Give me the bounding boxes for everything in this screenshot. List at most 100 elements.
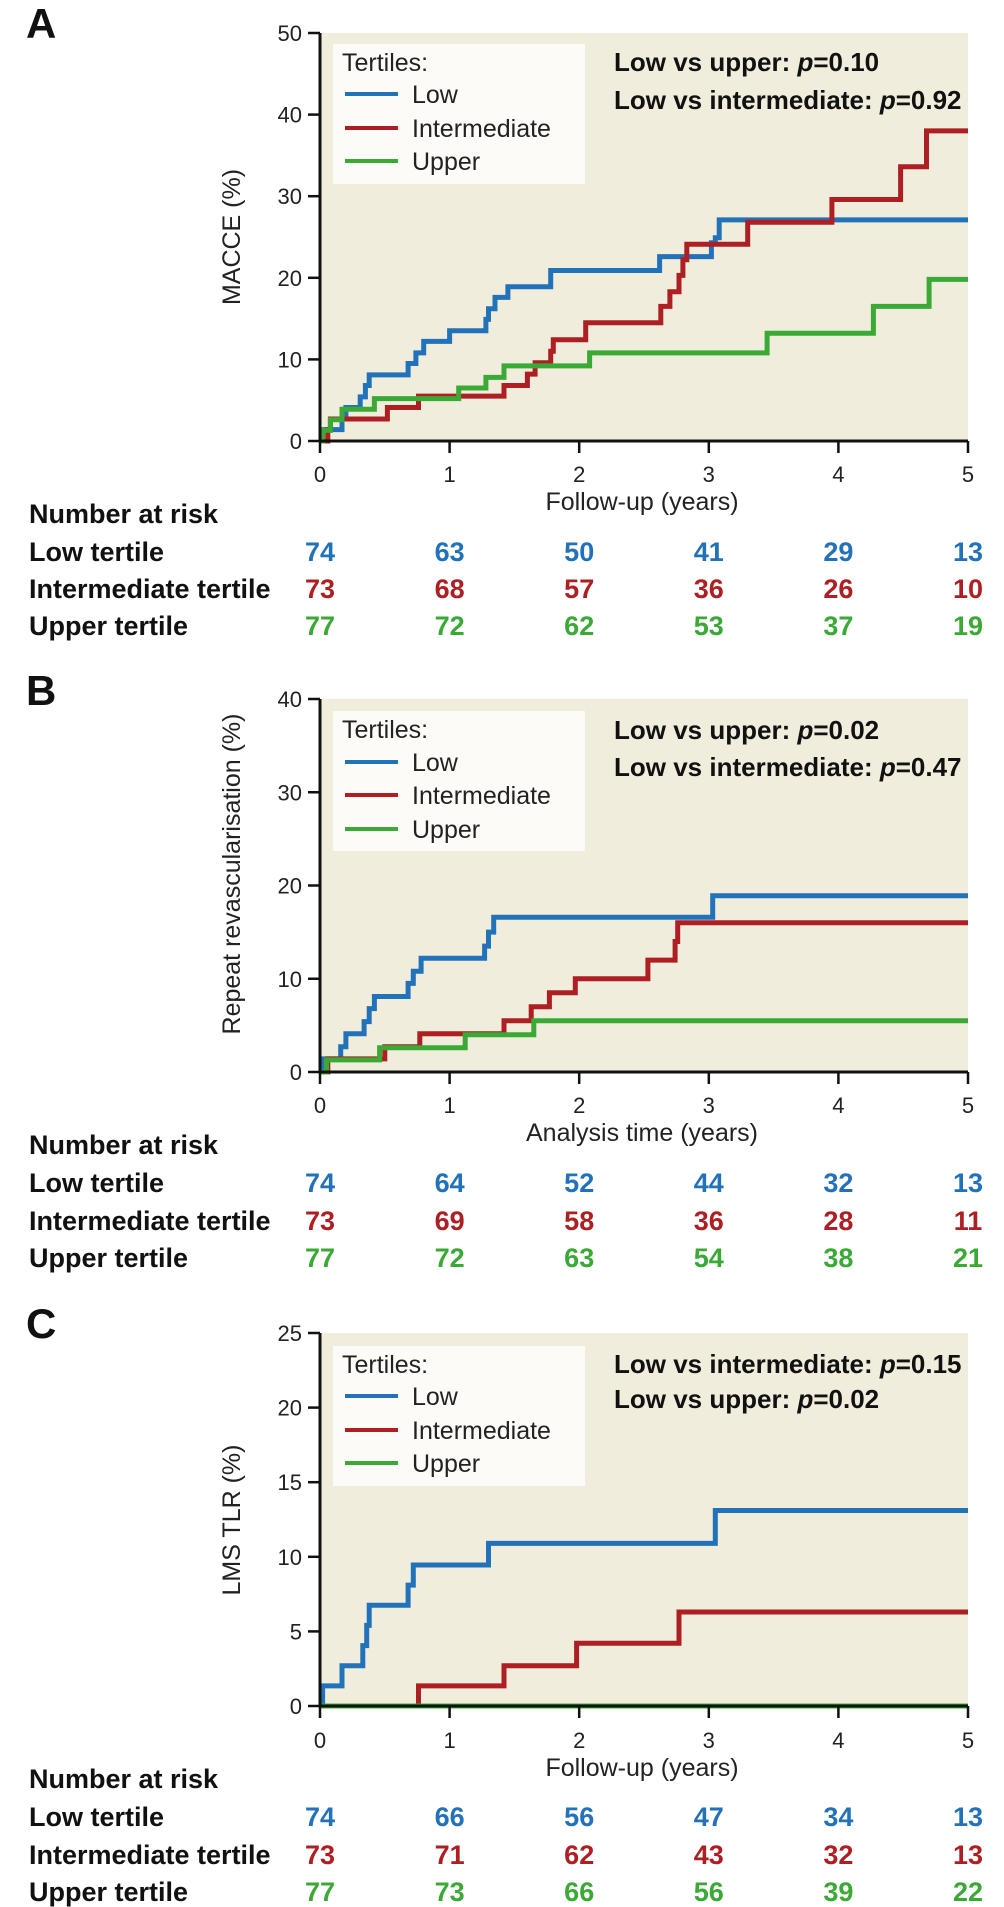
y-tick-label: 15 (278, 1470, 302, 1495)
x-tick-label: 0 (314, 1728, 326, 1753)
risk-count-intermediate: 57 (564, 574, 594, 604)
risk-count-intermediate: 32 (823, 1840, 853, 1870)
p-value-prefix: Low vs upper: (614, 1384, 797, 1414)
risk-count-low: 50 (564, 537, 594, 567)
x-tick-label: 4 (832, 1728, 844, 1753)
risk-count-upper: 77 (305, 1877, 335, 1907)
x-tick-label: 3 (703, 1728, 715, 1753)
number-at-risk-values: 74 66 56 47 34 13 73 71 62 43 32 13 77 73 66 56 39 22 (305, 1802, 983, 1907)
x-tick-label: 0 (314, 462, 326, 487)
risk-count-upper: 56 (694, 1877, 724, 1907)
risk-count-low: 74 (305, 1168, 335, 1198)
x-axis-title: Analysis time (years) (526, 1119, 758, 1147)
risk-count-upper: 66 (564, 1877, 594, 1907)
risk-count-intermediate: 36 (694, 1206, 724, 1236)
risk-row-label-low: Low tertile (29, 1168, 164, 1198)
y-axis-title: LMS TLR (%) (218, 1445, 246, 1596)
risk-count-intermediate: 73 (305, 1206, 335, 1236)
y-tick-label: 10 (278, 1545, 302, 1570)
panel-a: A 0 10 20 30 40 50 0 1 2 3 4 5 Tertiles: Low Interm… (26, 0, 983, 641)
risk-count-intermediate: 69 (435, 1206, 465, 1236)
risk-count-low: 13 (953, 1168, 983, 1198)
y-tick-label: 0 (290, 1694, 302, 1719)
x-tick-label: 3 (703, 1093, 715, 1118)
x-axis-title: Follow-up (years) (545, 488, 738, 516)
risk-count-upper: 63 (564, 1243, 594, 1273)
panel-letter: A (26, 0, 56, 47)
risk-count-low: 13 (953, 1802, 983, 1832)
y-tick-label: 30 (278, 184, 302, 209)
p-value-prefix: Low vs upper: (614, 47, 797, 77)
risk-count-low: 52 (564, 1168, 594, 1198)
p-value-symbol: p (879, 1349, 896, 1379)
panel-b: B 0 10 20 30 40 0 1 2 3 4 5 Tertiles: Low Intermed… (26, 667, 983, 1273)
p-value-number: =0.02 (813, 715, 879, 745)
x-tick-label: 1 (443, 1093, 455, 1118)
legend-label-upper: Upper (412, 148, 480, 176)
x-tick-label: 5 (962, 462, 974, 487)
risk-count-upper: 72 (435, 1243, 465, 1273)
x-tick-label: 1 (443, 1728, 455, 1753)
y-tick-label: 0 (290, 1060, 302, 1085)
x-tick-label: 3 (703, 462, 715, 487)
p-value-number: =0.10 (813, 47, 879, 77)
risk-count-low: 74 (305, 1802, 335, 1832)
km-curve-intermediate (320, 128, 968, 444)
p-value-annotation: Low vs intermediate: p=0.92 (614, 85, 962, 115)
legend-label-intermediate: Intermediate (412, 782, 551, 810)
legend-title: Tertiles: (342, 1351, 428, 1379)
x-tick-label: 2 (573, 1728, 585, 1753)
risk-row-label-low: Low tertile (29, 537, 164, 567)
p-value-prefix: Low vs intermediate: (614, 1349, 880, 1379)
legend-title: Tertiles: (342, 49, 428, 77)
y-tick-label: 20 (278, 874, 302, 899)
p-value-annotation: Low vs intermediate: p=0.15 (614, 1349, 962, 1379)
risk-count-upper: 73 (435, 1877, 465, 1907)
risk-count-intermediate: 58 (564, 1206, 594, 1236)
y-tick-label: 20 (278, 266, 302, 291)
risk-count-intermediate: 62 (564, 1840, 594, 1870)
risk-count-intermediate: 28 (823, 1206, 853, 1236)
p-value-prefix: Low vs upper: (614, 715, 797, 745)
p-value-annotation: Low vs upper: p=0.02 (614, 715, 879, 745)
risk-count-low: 32 (823, 1168, 853, 1198)
km-curve-intermediate (320, 920, 968, 1075)
x-tick-label: 5 (962, 1728, 974, 1753)
km-curve-upper (320, 1018, 968, 1075)
risk-count-intermediate: 13 (953, 1840, 983, 1870)
y-tick-label: 0 (290, 429, 302, 454)
risk-count-low: 29 (823, 537, 853, 567)
km-curve-low (320, 893, 968, 1075)
p-value-prefix: Low vs intermediate: (614, 752, 880, 782)
p-value-annotation: Low vs intermediate: p=0.47 (614, 752, 962, 782)
risk-row-label-upper: Upper tertile (29, 611, 188, 641)
y-tick-label: 30 (278, 780, 302, 805)
risk-count-low: 64 (435, 1168, 465, 1198)
number-at-risk-values: 74 63 50 41 29 13 73 68 57 36 26 10 77 72 62 53 37 19 (305, 537, 983, 641)
y-tick-label: 40 (278, 687, 302, 712)
x-tick-label: 1 (443, 462, 455, 487)
legend-label-intermediate: Intermediate (412, 115, 551, 143)
risk-count-low: 41 (694, 537, 724, 567)
risk-count-upper: 62 (564, 611, 594, 641)
x-tick-label: 4 (832, 462, 844, 487)
number-at-risk-values: 74 64 52 44 32 13 73 69 58 36 28 11 77 72 63 54 38 21 (305, 1168, 983, 1273)
p-value-prefix: Low vs intermediate: (614, 85, 880, 115)
legend-label-intermediate: Intermediate (412, 1417, 551, 1445)
p-value-annotation: Low vs upper: p=0.02 (614, 1384, 879, 1414)
risk-count-intermediate: 10 (953, 574, 983, 604)
risk-count-low: 66 (435, 1802, 465, 1832)
y-tick-label: 20 (278, 1396, 302, 1421)
number-at-risk-header: Number at risk (29, 1130, 219, 1160)
y-axis-title: Repeat revascularisation (%) (218, 714, 246, 1035)
risk-count-upper: 77 (305, 611, 335, 641)
legend-label-upper: Upper (412, 1450, 480, 1478)
p-value-symbol: p (796, 47, 813, 77)
risk-count-upper: 22 (953, 1877, 983, 1907)
p-value-symbol: p (879, 85, 896, 115)
risk-row-label-low: Low tertile (29, 1802, 164, 1832)
risk-row-label-intermediate: Intermediate tertile (29, 1840, 271, 1870)
p-value-annotation: Low vs upper: p=0.10 (614, 47, 879, 77)
risk-count-intermediate: 36 (694, 574, 724, 604)
